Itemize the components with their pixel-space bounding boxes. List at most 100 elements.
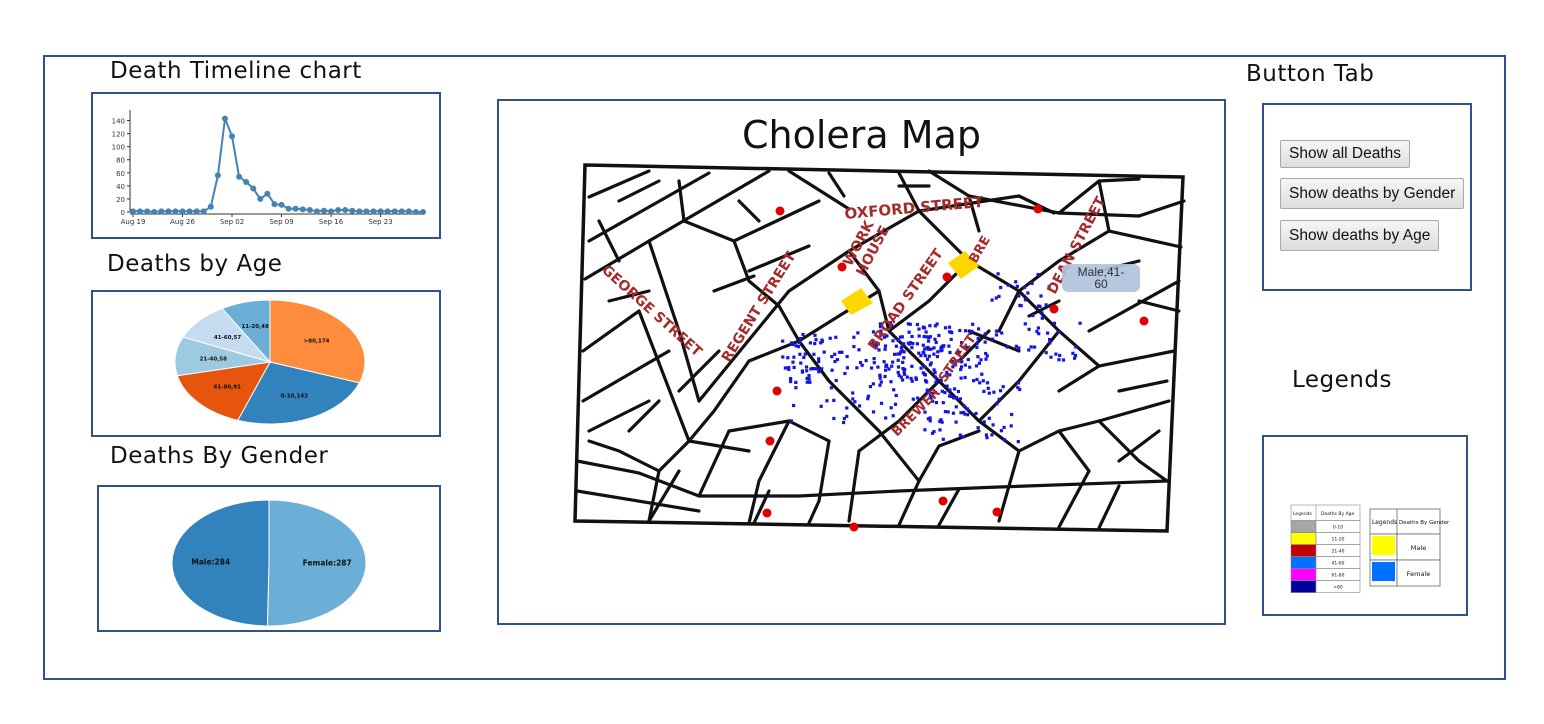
map-street xyxy=(581,309,641,353)
death-mark xyxy=(1044,351,1048,355)
death-mark xyxy=(871,330,876,334)
death-mark xyxy=(974,364,979,368)
map-street xyxy=(637,309,691,443)
map-street xyxy=(1117,379,1169,393)
death-mark xyxy=(812,367,816,371)
gender-pie-chart[interactable]: Female:287 Male:284 xyxy=(99,487,439,630)
death-mark xyxy=(868,385,872,389)
death-mark xyxy=(877,348,881,352)
death-mark xyxy=(965,407,970,411)
death-mark xyxy=(963,375,967,380)
pie-label: >80,174 xyxy=(304,339,330,345)
death-mark xyxy=(792,365,796,369)
cholera-map[interactable]: OXFORD STREET WORK HOUSE GEORGE STREET R… xyxy=(499,101,1224,623)
gender-pie-panel: Female:287 Male:284 xyxy=(97,485,441,632)
timeline-point xyxy=(306,207,313,214)
death-mark xyxy=(929,347,933,351)
age-pie-chart[interactable]: >80,174 0-10,143 61-80,91 21-40,58 41-60,57 1… xyxy=(93,292,439,435)
timeline-point xyxy=(200,208,207,215)
legends-panel: Legends Deaths By Age 0-10 11-20 21-40 41-60 6… xyxy=(1262,435,1468,616)
death-mark xyxy=(878,322,882,326)
death-mark xyxy=(1027,348,1031,352)
death-mark xyxy=(972,379,976,383)
death-mark xyxy=(976,426,980,430)
death-mark xyxy=(792,403,796,408)
death-mark xyxy=(948,330,952,334)
death-mark xyxy=(879,401,884,405)
show-all-deaths-button[interactable]: Show all Deaths xyxy=(1280,140,1411,168)
death-mark xyxy=(898,352,902,356)
timeline-point xyxy=(377,208,384,215)
map-street xyxy=(607,289,651,303)
death-mark xyxy=(891,360,895,364)
pump-marker xyxy=(1049,304,1059,314)
death-mark xyxy=(982,389,986,393)
death-mark xyxy=(1026,291,1030,295)
death-mark xyxy=(968,331,972,335)
death-mark xyxy=(948,388,952,392)
show-deaths-by-gender-button[interactable]: Show deaths by Gender xyxy=(1280,178,1465,209)
death-mark xyxy=(812,352,816,356)
map-street xyxy=(732,239,781,308)
death-mark xyxy=(856,331,860,335)
death-mark xyxy=(1038,304,1042,308)
death-mark xyxy=(945,384,949,388)
death-mark xyxy=(936,350,940,354)
death-mark xyxy=(984,351,988,356)
death-mark xyxy=(822,350,826,354)
age-heading: Deaths by Age xyxy=(107,251,283,277)
map-street xyxy=(712,274,756,293)
death-mark xyxy=(968,365,972,369)
death-mark xyxy=(858,361,863,365)
death-mark xyxy=(933,375,937,379)
street-label-bre: BRE xyxy=(966,234,993,266)
death-mark xyxy=(999,285,1003,290)
show-deaths-by-age-button[interactable]: Show deaths by Age xyxy=(1280,220,1440,251)
death-mark xyxy=(947,344,951,348)
death-mark xyxy=(902,356,906,360)
map-street xyxy=(927,169,1141,218)
death-mark xyxy=(1014,344,1018,348)
death-mark xyxy=(996,272,1000,276)
pie-label: 41-60,57 xyxy=(214,335,242,341)
death-mark xyxy=(872,357,876,361)
death-mark xyxy=(1036,273,1040,277)
death-mark xyxy=(926,390,930,394)
death-mark xyxy=(930,431,935,435)
map-street xyxy=(1027,299,1061,318)
death-mark xyxy=(1018,303,1022,307)
x-tick-label: Sep 16 xyxy=(319,218,344,226)
death-mark xyxy=(805,376,809,380)
death-mark xyxy=(910,346,914,350)
timeline-chart[interactable]: 0 20 40 60 80 100 120 140 Aug 19 Aug 26 Sep 02 Sep … xyxy=(93,94,439,237)
death-mark xyxy=(1044,303,1048,307)
x-tick-label: Sep 09 xyxy=(269,218,293,226)
map-tooltip: Male,41- 60 xyxy=(1062,264,1140,292)
death-mark xyxy=(933,337,937,341)
death-mark xyxy=(985,381,990,385)
death-mark xyxy=(933,370,937,374)
death-mark xyxy=(840,350,844,354)
death-mark xyxy=(902,370,906,374)
death-mark xyxy=(923,410,927,414)
death-mark xyxy=(975,341,979,345)
map-street xyxy=(747,244,811,273)
age-pie-panel: >80,174 0-10,143 61-80,91 21-40,58 41-60,57 1… xyxy=(91,290,441,437)
death-mark xyxy=(1046,331,1050,335)
death-mark xyxy=(901,360,905,364)
death-mark xyxy=(923,428,927,432)
timeline-point xyxy=(349,207,356,214)
death-mark xyxy=(891,414,895,418)
death-mark xyxy=(935,322,939,326)
death-mark xyxy=(1027,327,1031,331)
death-mark xyxy=(994,296,998,300)
death-mark xyxy=(794,344,798,348)
timeline-point xyxy=(356,208,363,215)
death-mark xyxy=(909,376,913,380)
death-mark xyxy=(954,420,958,424)
legend-age-swatch xyxy=(1290,568,1317,581)
death-mark xyxy=(952,396,956,400)
legend-age-label: 21-40 xyxy=(1331,549,1344,555)
legend-gender-table: Legends Deaths By Gender Male Female xyxy=(1369,508,1450,587)
death-mark xyxy=(789,377,793,381)
